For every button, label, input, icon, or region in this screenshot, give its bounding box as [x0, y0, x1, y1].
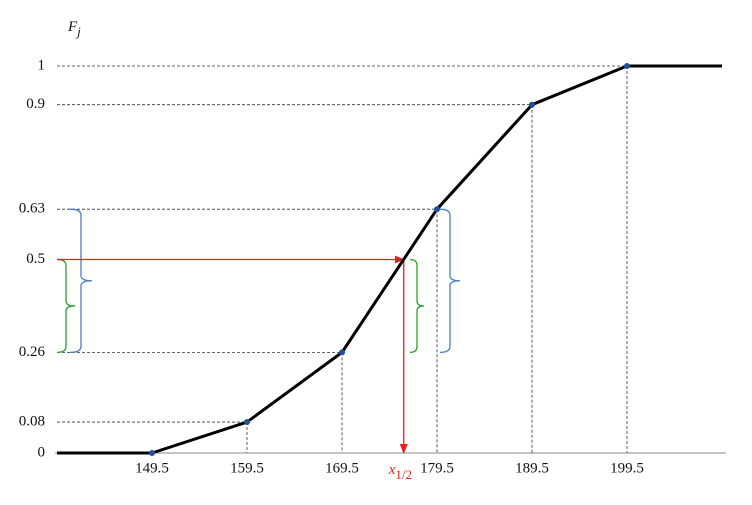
x-tick-label: 189.5	[515, 460, 549, 476]
point	[529, 101, 535, 108]
point	[244, 419, 250, 426]
point	[339, 349, 345, 356]
brace	[439, 208, 461, 354]
brace	[69, 208, 93, 354]
y-label-main: F	[67, 19, 78, 35]
point	[624, 63, 630, 69]
point	[149, 450, 155, 456]
y-tick-label: 0.26	[19, 344, 46, 360]
brace	[409, 258, 425, 354]
y-tick-label: 0.9	[26, 96, 45, 112]
y-axis-label: Fj	[67, 19, 81, 39]
median-label-main: x	[388, 462, 396, 478]
median-label: x1/2	[388, 462, 412, 482]
x-tick-label: 199.5	[610, 460, 644, 476]
ogive-line	[57, 64, 722, 455]
x-tick-label: 169.5	[325, 460, 359, 476]
y-tick-label: 1	[38, 57, 46, 73]
y-label-sub: j	[75, 24, 81, 39]
y-tick-label: 0	[38, 444, 46, 460]
y-tick-label: 0.63	[19, 201, 45, 217]
x-tick-label: 159.5	[230, 460, 264, 476]
median-label-sub: 1/2	[395, 467, 412, 482]
brace	[56, 258, 76, 354]
y-tick-label: 0.08	[19, 413, 45, 429]
y-tick-label: 0.5	[26, 251, 45, 267]
point	[434, 206, 440, 213]
x-tick-label: 149.5	[135, 460, 169, 476]
x-tick-label: 179.5	[420, 460, 454, 476]
